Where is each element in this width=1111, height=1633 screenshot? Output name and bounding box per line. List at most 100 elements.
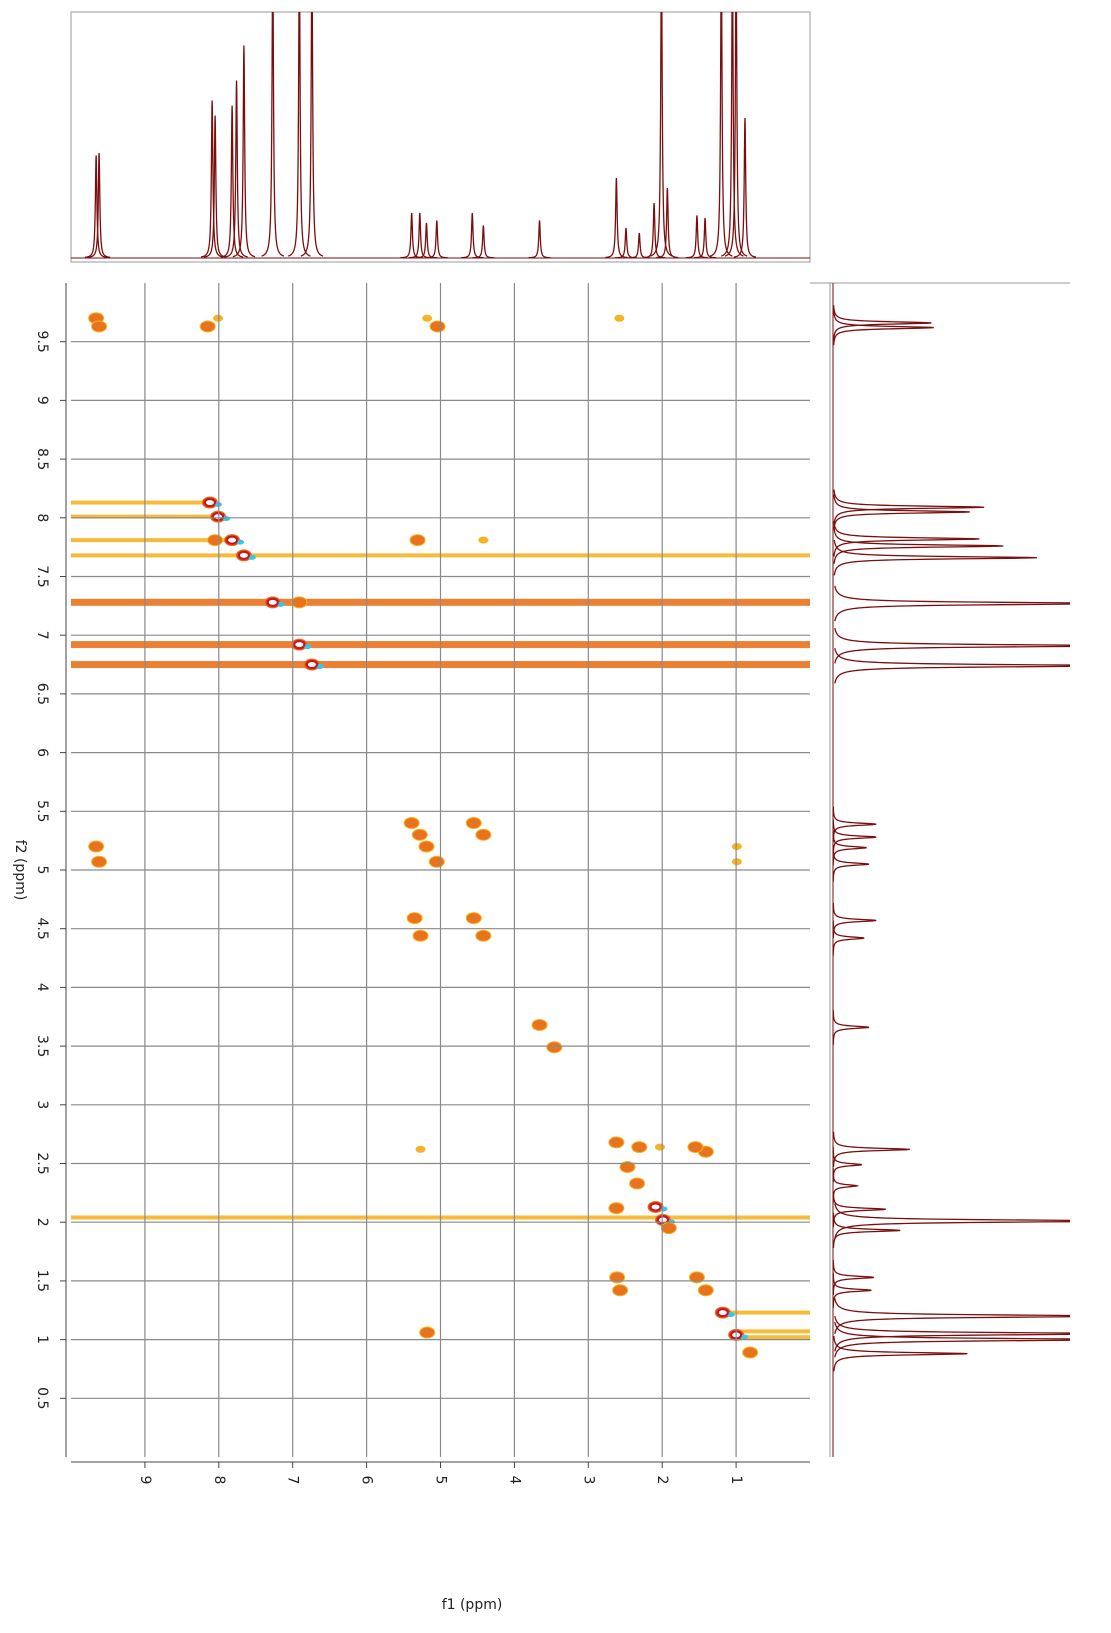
projection-peak	[832, 1009, 870, 1045]
projection-peak	[288, 12, 311, 257]
projection-peak	[461, 212, 484, 259]
projection-peak	[232, 45, 256, 258]
y-tick-label: 4.5	[34, 918, 50, 940]
y-tick-label: 4	[34, 983, 50, 992]
cross-peak	[687, 1141, 704, 1154]
peak-core	[610, 1272, 625, 1283]
projection-peak	[832, 1191, 886, 1227]
projection-peak	[833, 489, 985, 525]
cross-peak	[264, 596, 285, 609]
peak-core	[532, 1019, 547, 1030]
peak-core	[688, 1142, 703, 1153]
projection-peak	[834, 628, 1070, 664]
projection-peak	[833, 1336, 968, 1372]
projection-peak	[832, 309, 934, 346]
cross-peak	[406, 912, 423, 925]
projection-peak	[834, 1315, 1070, 1352]
peak-top	[305, 660, 318, 670]
peak-core	[620, 1162, 635, 1173]
projection-peak	[650, 12, 673, 257]
cross-peak	[199, 320, 216, 333]
noise-streak	[721, 1310, 810, 1315]
cross-peak	[201, 496, 222, 509]
x-tick-label: 5	[433, 1476, 449, 1485]
projection-peak	[832, 1168, 860, 1204]
y-tick-label: 5	[34, 866, 50, 875]
peak-cyan	[236, 539, 245, 545]
projection-peak	[200, 100, 224, 258]
peak-core	[92, 321, 107, 332]
cross-peak	[619, 1161, 636, 1174]
cross-peak	[697, 1284, 714, 1297]
cross-peak	[612, 1284, 629, 1297]
peak-core	[413, 930, 428, 941]
peak-core	[292, 597, 307, 608]
projection-peak	[832, 1259, 874, 1296]
cross-peak	[688, 1271, 705, 1284]
peak-core	[466, 818, 481, 829]
peak-top	[266, 597, 279, 607]
cross-peak	[409, 534, 426, 547]
peak-core	[609, 1203, 624, 1214]
peak-core	[479, 537, 488, 543]
peak-cyan	[303, 644, 312, 650]
cross-peak	[91, 320, 108, 333]
y-tick-label: 9	[34, 396, 50, 405]
cross-peak	[210, 510, 231, 523]
peak-core	[632, 1142, 647, 1153]
x-tick-label: 7	[285, 1476, 301, 1485]
y-tick-label: 3	[34, 1100, 50, 1109]
y-tick-label: 6	[34, 748, 50, 757]
x-tick-label: 9	[137, 1476, 153, 1485]
cross-peak	[303, 658, 324, 671]
y-tick-label: 9.5	[34, 331, 50, 353]
projection-peak	[628, 232, 651, 259]
y-tick-label: 8.5	[34, 448, 50, 470]
cross-peak	[546, 1041, 563, 1054]
peak-core	[429, 856, 444, 867]
projection-peak	[721, 12, 744, 257]
y-tick-label: 2.5	[34, 1152, 50, 1174]
peak-core	[419, 841, 434, 852]
projection-peak	[733, 117, 757, 258]
cross-peak	[631, 1141, 648, 1154]
peak-cyan	[276, 601, 285, 607]
y-tick-label: 7.5	[34, 565, 50, 587]
peak-core	[92, 856, 107, 867]
projection-peak	[605, 177, 628, 259]
noise-streak	[736, 1329, 810, 1334]
peak-top	[237, 550, 250, 560]
peak-core	[615, 315, 624, 321]
projection-peak	[710, 12, 733, 257]
cross-peak	[412, 929, 429, 942]
peak-core	[208, 535, 223, 546]
peak-core	[698, 1285, 713, 1296]
cross-peak	[465, 817, 482, 830]
projection-peak	[832, 846, 870, 882]
projection-peak	[724, 12, 748, 257]
x-tick-label: 1	[728, 1476, 744, 1485]
x-tick-label: 3	[580, 1476, 596, 1485]
peak-core	[689, 1272, 704, 1283]
projection-peak	[832, 1272, 872, 1308]
peak-core	[423, 315, 432, 321]
peak-core	[420, 1327, 435, 1338]
projection-peak	[415, 222, 438, 259]
projection-peak	[84, 155, 108, 258]
cross-peak	[429, 320, 446, 333]
cross-peak	[91, 855, 108, 868]
cross-peak	[235, 549, 256, 562]
projection-peak	[834, 585, 1070, 622]
cross-peak	[742, 1346, 759, 1359]
projection-peak	[832, 830, 867, 866]
projection-peak	[425, 220, 448, 259]
peak-cyan	[726, 1312, 735, 1318]
peak-top	[293, 640, 306, 650]
projection-peak	[832, 920, 865, 956]
cross-peak	[654, 1143, 665, 1151]
cross-peak	[714, 1306, 735, 1319]
noise-streak	[71, 538, 234, 543]
projection-peak	[300, 12, 324, 257]
cross-peak	[465, 912, 482, 925]
